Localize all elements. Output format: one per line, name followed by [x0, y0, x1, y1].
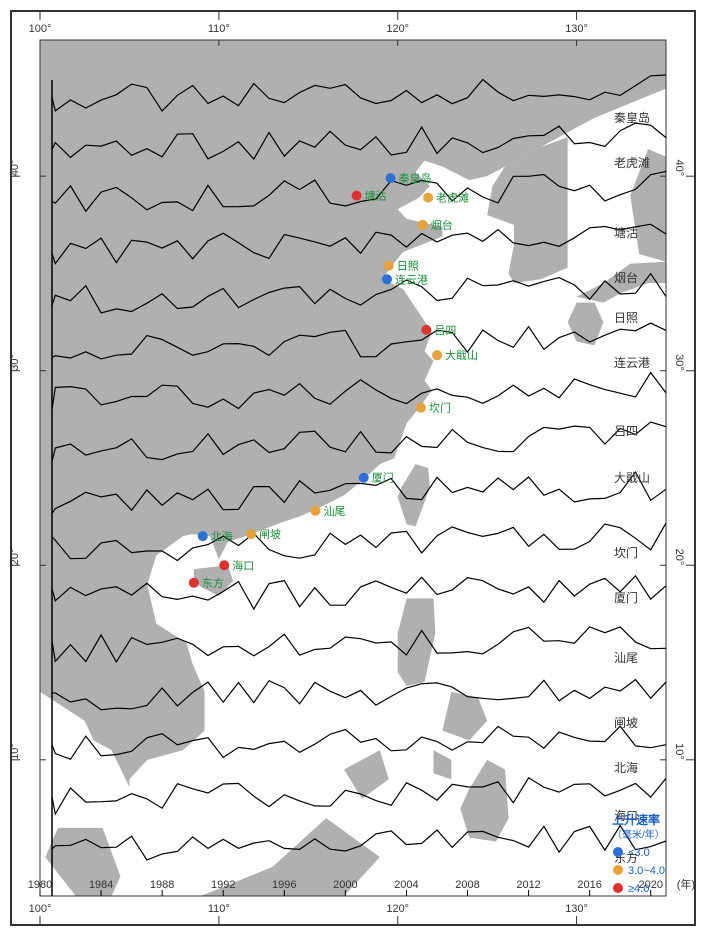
series-right-label: 北海 — [614, 760, 638, 775]
legend-marker — [613, 847, 623, 857]
station-marker — [418, 220, 428, 230]
time-tick: 2012 — [516, 879, 540, 891]
station-inline-label: 坎门 — [429, 401, 451, 415]
station-marker — [219, 560, 229, 570]
lon-tick-bottom: 100° — [29, 903, 52, 915]
time-tick: 2008 — [455, 879, 479, 891]
series-right-label: 老虎滩 — [614, 156, 650, 170]
legend-title: 上升速率 — [612, 812, 660, 827]
series-right-label: 吕四 — [614, 424, 638, 438]
station-marker — [386, 173, 396, 183]
series-right-label: 闸坡 — [614, 716, 638, 730]
lon-tick-top: 120° — [386, 23, 409, 35]
time-tick: 2000 — [333, 879, 357, 891]
series-right-label: 塘沽 — [614, 225, 638, 240]
station-inline-label: 秦皇岛 — [399, 171, 432, 185]
lon-tick-top: 130° — [565, 23, 588, 35]
station-inline-label: 海口 — [232, 558, 254, 572]
lon-tick-top: 110° — [208, 23, 230, 35]
time-tick: 1984 — [89, 879, 113, 891]
time-unit: (年) — [677, 877, 694, 891]
svg-text:30°: 30° — [673, 354, 685, 371]
series-right-label: 烟台 — [614, 270, 638, 285]
station-marker — [432, 350, 442, 360]
svg-text:20°: 20° — [12, 549, 21, 566]
station-inline-label: 塘沽 — [365, 189, 387, 203]
series-right-label: 厦门 — [614, 590, 638, 605]
lon-tick-bottom: 120° — [386, 903, 409, 915]
svg-text:40°: 40° — [673, 160, 685, 177]
svg-text:40°: 40° — [12, 160, 21, 177]
series-right-label: 汕尾 — [614, 651, 638, 665]
land-layer — [40, 40, 666, 896]
chart-container: 100° 100° 110° 110° 120° 120° 130° 130° 10° 10° 20… — [10, 10, 696, 926]
station-marker — [198, 531, 208, 541]
station-inline-label: 厦门 — [372, 471, 394, 485]
station-marker — [189, 578, 199, 588]
station-inline-label: 日照 — [397, 260, 419, 273]
station-marker — [359, 473, 369, 483]
legend-item-label: ≥4.0 — [628, 883, 649, 895]
station-marker — [384, 261, 394, 271]
station-marker — [246, 529, 256, 539]
station-marker — [310, 506, 320, 516]
station-marker — [421, 325, 431, 335]
station-marker — [352, 191, 362, 201]
time-tick: 1980 — [28, 879, 52, 891]
station-inline-label: 汕尾 — [323, 505, 345, 518]
station-inline-label: 老虎滩 — [436, 191, 469, 205]
time-tick: 2016 — [577, 879, 601, 891]
series-right-label: 坎门 — [614, 545, 638, 560]
time-tick: 1996 — [272, 879, 296, 891]
series-right-label: 大戢山 — [614, 471, 650, 485]
series-right-label: 连云港 — [614, 355, 650, 370]
time-tick: 1992 — [211, 879, 235, 891]
station-inline-label: 吕四 — [434, 325, 456, 337]
series-right-label: 秦皇岛 — [614, 110, 650, 125]
time-tick: 1988 — [150, 879, 174, 891]
station-marker — [416, 403, 426, 413]
legend-marker — [613, 883, 623, 893]
legend-item-label: 3.0~4.0 — [628, 865, 665, 877]
station-inline-label: 北海 — [211, 529, 233, 543]
station-inline-label: 烟台 — [431, 218, 453, 232]
station-marker — [423, 193, 433, 203]
lon-tick-bottom: 130° — [565, 903, 588, 915]
svg-text:10°: 10° — [673, 743, 685, 760]
svg-text:30°: 30° — [12, 354, 21, 371]
station-inline-label: 大戢山 — [445, 348, 478, 362]
legend-marker — [613, 865, 623, 875]
lon-tick-top: 100° — [29, 23, 52, 35]
series-right-label: 日照 — [614, 311, 638, 325]
station-inline-label: 连云港 — [395, 273, 428, 286]
chart-svg: 100° 100° 110° 110° 120° 120° 130° 130° 10° 10° 20… — [12, 12, 694, 924]
station-inline-label: 东方 — [202, 576, 224, 590]
station-inline-label: 闸坡 — [259, 528, 281, 541]
station-marker — [382, 274, 392, 284]
lon-tick-bottom: 110° — [208, 903, 230, 915]
legend-subtitle: （毫米/年） — [612, 828, 665, 841]
legend-item-label: <3.0 — [628, 847, 650, 859]
svg-text:10°: 10° — [12, 743, 21, 760]
svg-text:20°: 20° — [673, 549, 685, 566]
time-tick: 2004 — [394, 879, 418, 891]
